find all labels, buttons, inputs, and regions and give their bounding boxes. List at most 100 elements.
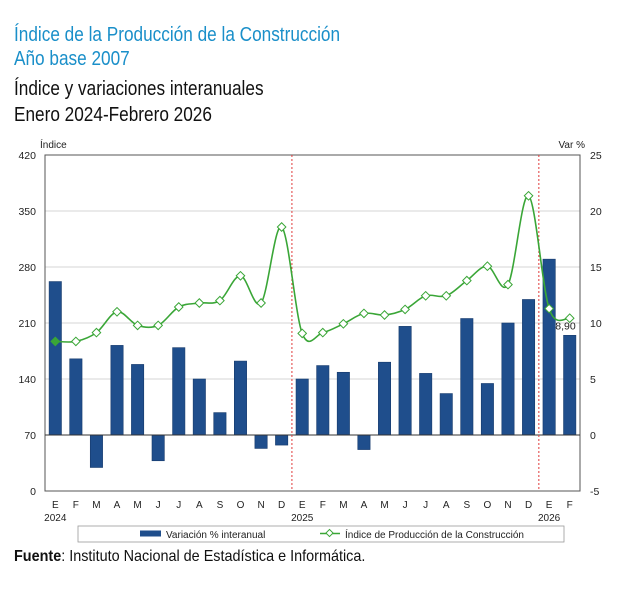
line-marker [523,190,534,201]
right-tick-label: 25 [590,150,602,162]
bar-variacion [522,299,536,436]
line-marker [70,336,81,347]
bar-variacion [398,326,412,436]
x-tick-label: O [484,500,492,511]
x-tick-label: M [380,500,388,511]
line-marker [338,318,349,329]
line-marker [564,313,575,324]
line-marker [235,270,246,281]
right-tick-label: 0 [590,430,596,442]
legend-swatch-bar [140,530,161,537]
line-marker [503,279,513,290]
data-label: 8,90 [555,320,576,332]
left-tick-label: 0 [30,486,36,498]
source-label: Fuente [14,548,62,565]
line-marker [544,303,555,314]
x-tick-label: F [73,500,79,511]
x-tick-label: F [567,500,573,511]
left-tick-label: 420 [18,150,36,162]
x-tick-label: N [257,500,264,511]
plot-frame [44,154,581,492]
x-tick-label: M [339,500,347,511]
bar-variacion [336,371,350,436]
line-marker [400,304,411,315]
x-tick-label: D [278,500,285,511]
line-marker [132,320,143,331]
left-tick-label: 210 [18,318,36,330]
line-marker [461,275,472,286]
line-marker [317,327,328,338]
left-tick-label: 70 [24,430,36,442]
chart-title: Índice de la Producción de la Construcci… [14,24,341,46]
right-tick-label: 20 [590,206,602,218]
legend-label-bar: Variación % interanual [166,530,265,541]
x-tick-label: N [504,500,511,511]
chart-period: Enero 2024-Febrero 2026 [14,104,212,126]
x-tick-label: S [217,500,224,511]
legend-label-line: Índice de Producción de la Construcción [345,528,524,541]
bar-variacion [254,434,268,449]
left-tick-label: 350 [18,206,36,218]
x-tick-label: J [403,500,408,511]
x-tick-label: M [92,500,100,511]
left-axis-label: Índice [40,138,67,151]
x-tick-label: A [196,500,203,511]
bar-variacion [234,360,247,436]
line-marker [194,298,205,308]
legend-swatch-marker [325,528,334,538]
bar-variacion [295,378,309,436]
x-tick-label: E [546,500,553,511]
line-marker [153,320,164,331]
x-tick-label: A [361,500,368,511]
bar-variacion [357,434,371,450]
left-tick-label: 280 [18,262,36,274]
bar-variacion [213,412,227,436]
line-marker [482,261,493,272]
bar-variacion [460,318,474,436]
x-tick-label: E [52,500,59,511]
line-marker [256,298,267,308]
line-marker [112,306,122,317]
x-tick-label: J [423,500,428,511]
bar-variacion [480,383,494,436]
year-label: 2024 [44,513,67,524]
line-marker [297,328,308,339]
bar-variacion [419,373,433,436]
right-tick-label: 5 [590,374,596,386]
x-tick-label: F [320,500,326,511]
source-note: Fuente: Instituto Nacional de Estadístic… [14,548,365,566]
left-tick-label: 140 [18,374,36,386]
line-indice [55,194,571,343]
line-marker [214,295,225,306]
year-label: 2026 [538,513,561,524]
x-tick-label: D [525,500,532,511]
right-tick-label: -5 [590,486,599,498]
bar-variacion [110,345,124,436]
right-axis-label: Var % [559,140,586,151]
line-marker [173,302,184,312]
bar-variacion [501,322,515,436]
bar-variacion [439,393,453,436]
line-marker [50,336,61,347]
line-marker [91,327,102,338]
right-tick-label: 10 [590,318,602,330]
line-marker [276,222,287,232]
x-tick-label: J [156,500,161,511]
source-text: : Instituto Nacional de Estadística e In… [61,548,366,565]
bar-variacion [316,365,330,436]
right-tick-label: 15 [590,262,602,274]
line-marker [420,290,431,301]
bar-variacion [192,378,206,436]
year-label: 2025 [291,513,314,524]
x-tick-label: E [299,500,306,511]
bar-variacion [563,335,577,436]
x-tick-label: M [133,500,141,511]
bar-variacion [131,364,145,436]
bar-variacion [151,434,165,462]
bar-variacion [89,434,103,468]
chart-subtitle-base-year: Año base 2007 [14,48,130,70]
line-marker [358,308,369,319]
bar-variacion [378,361,391,436]
x-tick-label: S [463,500,470,511]
